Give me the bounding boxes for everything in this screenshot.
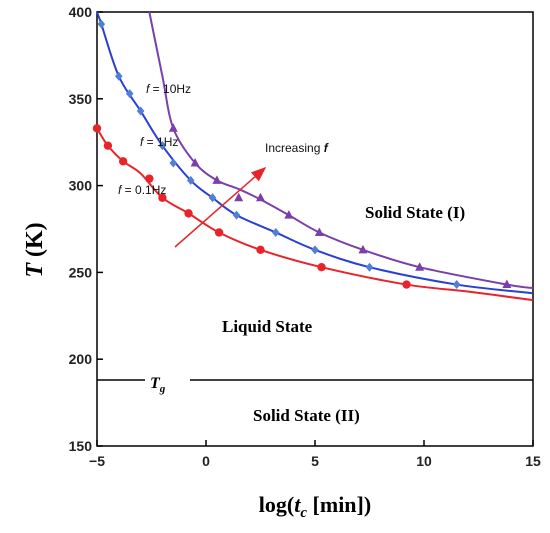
label-increasing-f: Increasing f [265,141,329,155]
x-axis-label-sub: c [300,505,307,521]
data-point [284,210,294,219]
x-tick-label: 15 [525,453,541,469]
y-axis-label-var: T [22,262,48,278]
y-axis-label: T (K) [22,222,48,277]
y-tick-label: 350 [69,91,93,107]
data-point [402,280,411,289]
tg-label: Tg [150,375,166,395]
data-point [169,158,178,168]
label-f-10hz: f = 10Hz [146,82,191,96]
y-tick-label: 300 [69,178,93,194]
data-point [452,280,461,290]
data-point [212,175,222,184]
data-point [136,106,145,116]
region-solid-state-2: Solid State (II) [253,406,360,425]
y-tick-label: 250 [69,264,93,280]
data-point [415,262,425,271]
data-point [358,244,368,254]
label-f-01hz-text: = 0.1Hz [121,183,166,197]
region-liquid-state: Liquid State [222,317,313,336]
data-point [97,19,106,29]
x-tick-labels: −5 0 5 10 15 [89,453,541,469]
x-tick-label: 5 [311,453,319,469]
label-f-1hz-var: f [140,135,145,149]
data-point [502,279,512,289]
data-point [103,141,113,150]
data-point [311,245,319,255]
data-point [190,158,200,167]
y-axis-label-unit: (K) [22,222,48,263]
data-point [158,141,167,151]
x-axis-label-prefix: log( [259,492,294,517]
x-tick-label: 0 [202,453,210,469]
tg-label-sub: g [159,383,166,395]
data-point [271,227,280,237]
label-f-1hz-text: = 1Hz [143,135,178,149]
data-point [186,175,195,185]
series-lines [96,11,534,302]
data-point [365,262,374,272]
data-point [208,193,217,203]
y-tick-label: 150 [69,438,93,454]
x-axis-label-var: t [294,492,301,517]
region-solid-state-1: Solid State (I) [365,203,465,222]
label-f-10hz-text: = 10Hz [149,82,191,96]
tg-label-var: T [150,375,161,392]
increasing-arrow [174,167,267,248]
x-tick-label: −5 [89,453,105,469]
axis-ticks [96,11,534,447]
label-f-1hz: f = 1Hz [140,135,178,149]
y-tick-label: 200 [69,351,93,367]
x-axis-label: log(tc [min]) [259,492,371,521]
data-point [168,123,178,132]
data-point [158,193,167,202]
data-point [232,210,241,220]
data-point [256,192,265,202]
label-f-01hz-var: f [118,183,123,197]
data-point [145,174,154,183]
data-point [214,228,224,237]
y-tick-labels: 150 200 250 300 350 400 [69,4,93,454]
data-point [314,227,324,236]
label-f-01hz: f = 0.1Hz [118,183,166,197]
label-increasing-var: f [324,141,329,155]
data-point [317,262,326,272]
y-tick-label: 400 [69,4,93,20]
data-point [256,245,265,255]
data-point [115,71,123,81]
series-line-f-10hz [148,11,534,290]
label-f-10hz-var: f [146,82,151,96]
label-increasing-text: Increasing [265,141,324,155]
data-point [92,124,102,133]
series-markers [92,19,512,290]
data-point [118,157,128,166]
x-tick-label: 10 [416,453,432,469]
data-point [125,89,134,99]
data-point [184,209,193,218]
x-axis-label-suffix: [min]) [307,492,371,517]
data-point [234,192,244,202]
